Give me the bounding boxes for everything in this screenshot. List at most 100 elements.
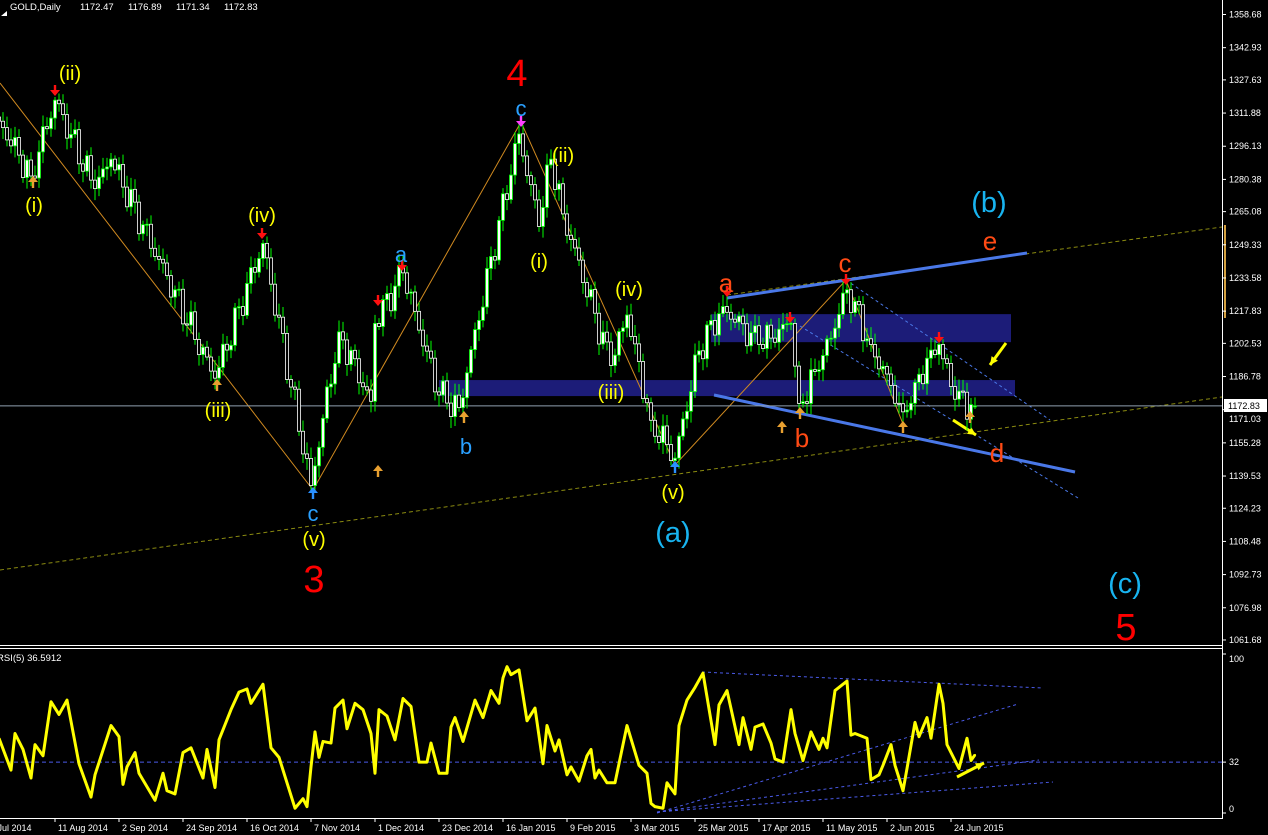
candle bbox=[237, 298, 241, 320]
candle-body bbox=[917, 373, 921, 383]
candle bbox=[101, 157, 105, 184]
candle bbox=[269, 248, 273, 292]
rsi-point bbox=[590, 748, 592, 751]
candle bbox=[353, 344, 357, 367]
candle bbox=[613, 348, 617, 374]
candle-body bbox=[5, 127, 9, 141]
rsi-point bbox=[866, 737, 868, 740]
candle bbox=[37, 140, 41, 188]
candle-body bbox=[797, 365, 801, 404]
rsi-point bbox=[206, 748, 208, 751]
candle bbox=[561, 177, 565, 220]
rsi-point bbox=[946, 743, 948, 746]
wave-label: (iv) bbox=[248, 205, 276, 227]
dashed-trendline[interactable] bbox=[845, 279, 1051, 421]
candle-body bbox=[237, 306, 241, 309]
candle-body bbox=[465, 372, 469, 399]
candle-body bbox=[341, 331, 345, 341]
candle bbox=[721, 294, 725, 318]
candle bbox=[753, 314, 757, 344]
candle bbox=[801, 393, 805, 408]
price-tick-label: 1311.88 bbox=[1229, 108, 1261, 118]
candle bbox=[125, 175, 129, 212]
price-axis[interactable]: 1358.68 1342.93 1327.63 1311.88 1296.13 1280.… bbox=[1222, 10, 1262, 645]
dashed-trendline[interactable] bbox=[799, 325, 1079, 499]
candle bbox=[965, 382, 969, 431]
rsi-point bbox=[650, 802, 652, 805]
candle-body bbox=[653, 419, 657, 437]
candle-body bbox=[301, 430, 305, 455]
up-arrow-icon bbox=[212, 379, 222, 391]
candle-body bbox=[309, 457, 313, 486]
candle bbox=[885, 362, 889, 386]
channel-lower-line[interactable] bbox=[713, 393, 1076, 474]
candle bbox=[373, 314, 377, 412]
candle-body bbox=[677, 435, 681, 459]
down-arrow-icon bbox=[934, 332, 944, 343]
price-zone[interactable] bbox=[439, 380, 1015, 397]
price-tick-label: 1139.53 bbox=[1229, 471, 1261, 481]
candle-body bbox=[85, 155, 89, 172]
rsi-axis: 100 32 0 bbox=[1222, 653, 1244, 814]
candle-body bbox=[65, 114, 69, 139]
time-tick-label: 1 Dec 2014 bbox=[378, 823, 424, 833]
wave-label: b bbox=[795, 423, 809, 453]
candle bbox=[481, 295, 485, 328]
candle bbox=[869, 327, 873, 353]
support-trendline[interactable] bbox=[0, 396, 1223, 571]
candle bbox=[25, 155, 29, 189]
rsi-point bbox=[570, 765, 572, 768]
candle bbox=[725, 295, 729, 323]
candle bbox=[577, 237, 581, 267]
time-tick-label: 7 Nov 2014 bbox=[314, 823, 360, 833]
rsi-point bbox=[370, 732, 372, 735]
rsi-point bbox=[346, 727, 348, 730]
resistance-trendline[interactable] bbox=[726, 226, 1223, 296]
candle-body bbox=[873, 344, 877, 358]
rsi-point bbox=[706, 695, 708, 698]
price-tick-label: 1249.33 bbox=[1229, 240, 1262, 250]
rsi-trendline[interactable] bbox=[701, 671, 1043, 689]
candle-body bbox=[621, 327, 625, 332]
wave-label: (c) bbox=[1108, 568, 1142, 600]
channel-upper-line[interactable] bbox=[726, 251, 1028, 300]
candle bbox=[973, 397, 977, 410]
time-axis[interactable]: 3 Jul 2014 11 Aug 2014 2 Sep 2014 24 Sep 20… bbox=[0, 818, 1004, 833]
candle bbox=[177, 281, 181, 297]
candle-body bbox=[737, 315, 741, 323]
time-tick-label: 24 Sep 2014 bbox=[186, 823, 237, 833]
candle-body bbox=[609, 341, 613, 366]
candle-body bbox=[805, 401, 809, 404]
wave-label: (ii) bbox=[59, 63, 81, 85]
rsi-point bbox=[594, 777, 596, 780]
candle bbox=[781, 312, 785, 341]
time-tick-label: 3 Mar 2015 bbox=[634, 823, 680, 833]
candle-body bbox=[365, 386, 369, 391]
down-arrow-icon bbox=[397, 260, 407, 271]
candle-body bbox=[497, 219, 501, 261]
candle bbox=[141, 220, 145, 241]
rsi-trendline[interactable] bbox=[656, 759, 1040, 813]
yellow-arrow-icon bbox=[988, 342, 1008, 366]
rsi-point bbox=[174, 792, 176, 795]
candle bbox=[469, 345, 473, 378]
wave-label: b bbox=[460, 434, 472, 459]
candle bbox=[633, 324, 637, 355]
time-tick-label: 11 May 2015 bbox=[826, 823, 877, 833]
candle-body bbox=[941, 344, 945, 360]
candle-body bbox=[261, 242, 265, 259]
candle bbox=[677, 432, 681, 469]
rsi-trendline[interactable] bbox=[656, 781, 1054, 813]
up-arrow-icon bbox=[777, 421, 787, 433]
candle bbox=[1, 112, 5, 139]
bar-close: 1172.83 bbox=[224, 2, 258, 13]
chart-menu-icon[interactable] bbox=[1, 11, 7, 16]
candle-body bbox=[145, 223, 149, 226]
wave-label: (iv) bbox=[615, 279, 643, 301]
rsi-point bbox=[666, 781, 668, 784]
rsi-trendline[interactable] bbox=[656, 703, 1019, 814]
rsi-line bbox=[0, 665, 977, 810]
candle bbox=[813, 358, 817, 377]
candle bbox=[249, 256, 253, 294]
